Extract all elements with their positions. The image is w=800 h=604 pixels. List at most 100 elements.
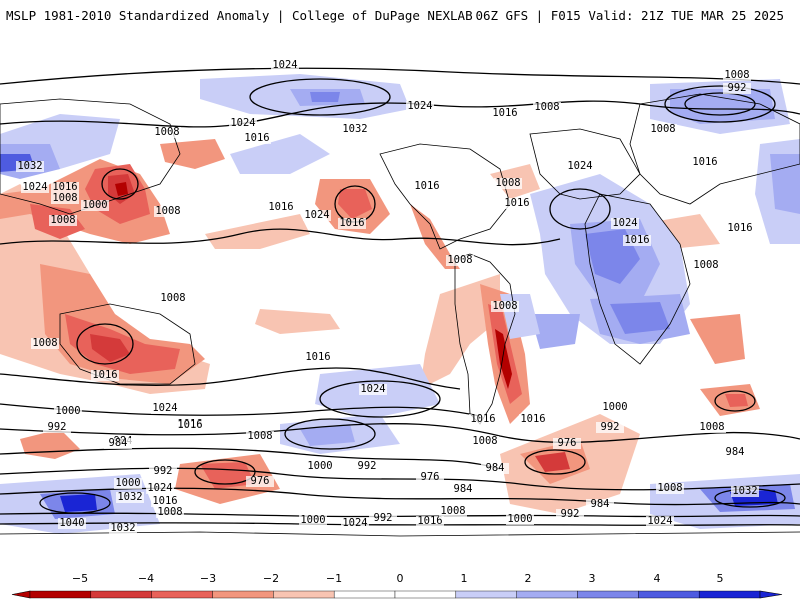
- contour-label-bg: [51, 193, 79, 204]
- isobars: [0, 67, 800, 526]
- contour-label: 1040: [59, 517, 84, 529]
- anomaly-area: [310, 92, 340, 102]
- anomaly-area: [610, 302, 670, 334]
- contour-label-bg: [54, 406, 82, 417]
- contour-label-bg: [299, 515, 327, 526]
- contour-label-bg: [596, 422, 624, 433]
- contour-label-bg: [49, 215, 77, 226]
- contour-label: 1032: [110, 522, 135, 534]
- contour-label-bg: [114, 478, 142, 489]
- contour-label: 992: [154, 465, 173, 477]
- contour-label-bg: [149, 466, 177, 477]
- colorbar-cell: [455, 590, 517, 599]
- contour-label: 984: [486, 462, 505, 474]
- contour-label-bg: [51, 182, 79, 193]
- contour-label-bg: [698, 422, 726, 433]
- contour-label: 1008: [650, 123, 675, 135]
- colorbar: [0, 570, 800, 600]
- contour-label: 1016: [268, 201, 293, 213]
- contour-label: 1016: [692, 156, 717, 168]
- contour-label-bg: [246, 431, 274, 442]
- anomaly-area: [160, 139, 225, 169]
- contour-label-bg: [416, 472, 444, 483]
- contour-label: 1024: [304, 209, 329, 221]
- colorbar-tick-label: −2: [262, 572, 280, 585]
- anomaly-area: [535, 452, 570, 472]
- contour-label-bg: [341, 518, 369, 529]
- contour-label-bg: [116, 492, 144, 503]
- colorbar-tick-label: 0: [396, 572, 404, 585]
- colorbar-cell: [90, 590, 152, 599]
- contour-label-bg: [416, 516, 444, 527]
- contour-label-bg: [153, 127, 181, 138]
- colorbar-cell: [212, 590, 274, 599]
- contour-label-bg: [159, 293, 187, 304]
- contour-label-bg: [494, 178, 522, 189]
- contour-label-bg: [246, 476, 274, 487]
- contour-label: 1024: [152, 402, 177, 414]
- contour-label: 1032: [342, 123, 367, 135]
- contour-label: 1016: [520, 413, 545, 425]
- colorbar-tick-label: 4: [653, 572, 661, 585]
- contour-label-bg: [481, 463, 509, 474]
- contour-label-bg: [303, 210, 331, 221]
- contour-label-bg: [306, 461, 334, 472]
- contour-label: 1000: [55, 405, 80, 417]
- contour-label: 1008: [440, 505, 465, 517]
- negative-anomaly-areas: [0, 139, 760, 514]
- contour-label-bg: [726, 223, 754, 234]
- contour-label: 1024: [567, 160, 592, 172]
- contour-label: 1016: [492, 107, 517, 119]
- contour-label: 1016: [177, 419, 202, 431]
- contour-label: 1024: [360, 383, 385, 395]
- contour-label-bg: [81, 200, 109, 211]
- colorbar-tick-label: 1: [460, 572, 468, 585]
- contour-label: 1016: [470, 413, 495, 425]
- contour-label-bg: [553, 438, 581, 449]
- colorbar-cell: [29, 590, 92, 599]
- colorbar-tick-label: −5: [71, 572, 89, 585]
- colorbar-tick-label: −3: [199, 572, 217, 585]
- contour-label: 1008: [472, 435, 497, 447]
- colorbar-tick-label: 5: [716, 572, 724, 585]
- contour-label: 1016: [727, 222, 752, 234]
- contour-label: 1008: [52, 192, 77, 204]
- contour-label-bg: [341, 124, 369, 135]
- contour-label: 984: [726, 446, 745, 458]
- contour-label-bg: [691, 157, 719, 168]
- contour-label: 1016: [417, 515, 442, 527]
- contour-label: 1024: [147, 482, 172, 494]
- contour-label: 984: [109, 437, 128, 449]
- contour-label: 1016: [624, 234, 649, 246]
- contour-label: 1008: [724, 69, 749, 81]
- contour-label: 1024: [407, 100, 432, 112]
- contour-label-bg: [656, 483, 684, 494]
- anomaly-area: [60, 494, 97, 512]
- contour-label-bg: [566, 161, 594, 172]
- contour-label: 1008: [657, 482, 682, 494]
- anomaly-area: [495, 329, 512, 389]
- contour-label-bg: [146, 483, 174, 494]
- contour-label-bg: [151, 403, 179, 414]
- anomaly-area: [115, 182, 128, 196]
- contour-label: 1008: [157, 506, 182, 518]
- contour-label: 1008: [492, 300, 517, 312]
- contour-label: 1008: [699, 421, 724, 433]
- colorbar-min-arrow: [11, 590, 31, 599]
- contour-label-bg: [359, 384, 387, 395]
- positive-anomaly-areas: [0, 74, 800, 534]
- anomaly-area: [20, 429, 80, 459]
- colorbar-cell: [273, 590, 335, 599]
- contour-label-bg: [176, 420, 204, 431]
- contour-label-bg: [586, 499, 614, 510]
- contour-label-bg: [353, 461, 381, 472]
- contour-label-bg: [446, 255, 474, 266]
- contour-label-bg: [649, 124, 677, 135]
- contour-label-bg: [449, 484, 477, 495]
- contour-label: 1000: [602, 401, 627, 413]
- contour-label: 1016: [414, 180, 439, 192]
- contour-label: 1008: [693, 259, 718, 271]
- contour-label: 1000: [300, 514, 325, 526]
- anomaly-area: [90, 334, 130, 362]
- contour-label-bg: [519, 414, 547, 425]
